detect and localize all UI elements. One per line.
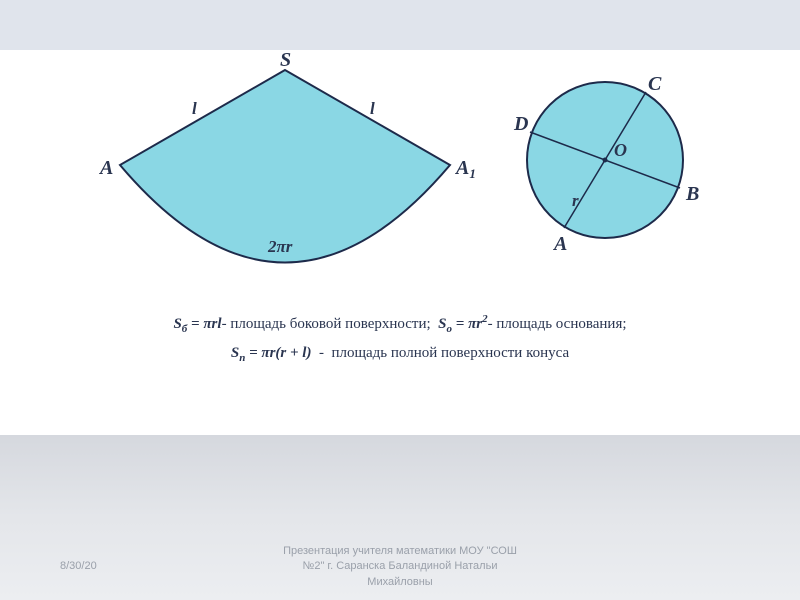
label-A-circle: A: [552, 233, 567, 255]
formula-line-2: Sп = πr(r + l) - площадь полной поверхно…: [80, 340, 720, 369]
formula-block: Sб = πrl- площадь боковой поверхности; S…: [0, 300, 800, 369]
header-band: [0, 0, 800, 50]
label-l-right: l: [370, 99, 375, 118]
diagram-area: S A A1 l l 2πr O D B A C r: [0, 50, 800, 300]
label-arc: 2πr: [267, 237, 293, 256]
label-l-left: l: [192, 99, 197, 118]
label-A1: A1: [454, 157, 476, 181]
label-C: C: [648, 73, 662, 95]
formula-line-1: Sб = πrl- площадь боковой поверхности; S…: [80, 310, 720, 340]
geometry-diagram: S A A1 l l 2πr O D B A C r: [0, 50, 800, 310]
label-B: B: [685, 183, 699, 205]
footer-credits: Презентация учителя математики МОУ "СОШ …: [280, 544, 520, 590]
footer-date: 8/30/20: [60, 560, 97, 572]
label-A: A: [98, 157, 113, 179]
label-S: S: [280, 50, 291, 71]
label-D: D: [513, 113, 528, 135]
label-O: O: [614, 140, 627, 160]
footer-band: 8/30/20 Презентация учителя математики М…: [0, 435, 800, 600]
sector-shape: [120, 70, 450, 263]
center-dot: [603, 158, 608, 163]
label-r: r: [572, 191, 579, 210]
